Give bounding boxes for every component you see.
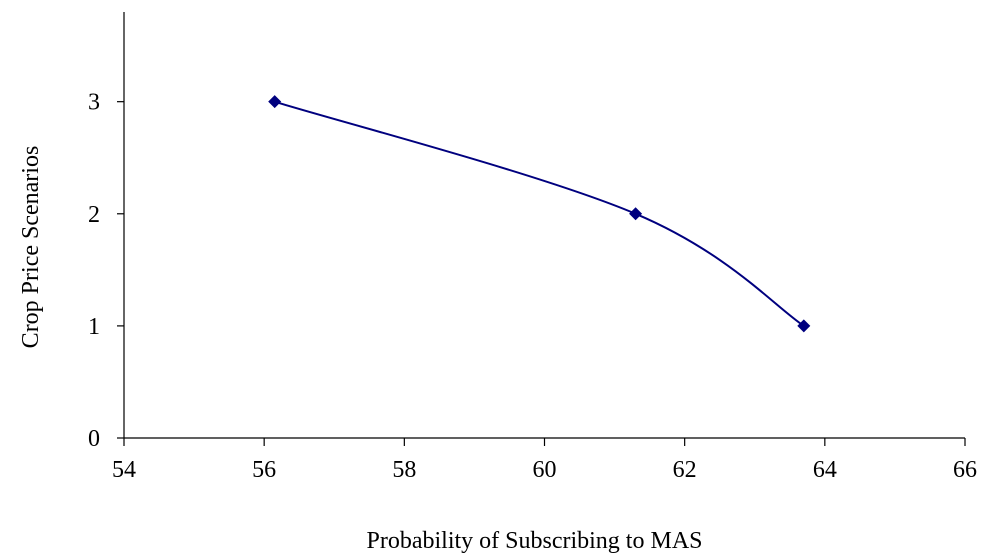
axes: 54 56 58 60 62 64 66 0 1 2 3 xyxy=(88,12,977,483)
x-tick-label: 64 xyxy=(813,457,837,483)
x-tick-label: 56 xyxy=(252,457,276,483)
x-ticks: 54 56 58 60 62 64 66 xyxy=(112,438,977,483)
x-tick-label: 54 xyxy=(112,457,136,483)
x-axis-title: Probability of Subscribing to MAS xyxy=(366,528,702,554)
series-line xyxy=(274,100,805,327)
y-tick-label: 2 xyxy=(88,202,100,228)
x-tick-label: 66 xyxy=(953,457,977,483)
data-point-marker xyxy=(797,319,811,333)
y-tick-label: 0 xyxy=(88,426,100,452)
series-layer xyxy=(268,95,811,333)
x-tick-label: 60 xyxy=(533,457,557,483)
x-tick-label: 58 xyxy=(392,457,416,483)
x-tick-label: 62 xyxy=(673,457,697,483)
y-tick-label: 3 xyxy=(88,90,100,116)
y-ticks: 0 1 2 3 xyxy=(88,90,124,452)
data-point-marker xyxy=(629,207,643,221)
y-tick-label: 1 xyxy=(88,314,100,340)
data-point-marker xyxy=(268,95,282,109)
y-axis-title: Crop Price Scenarios xyxy=(18,146,44,349)
